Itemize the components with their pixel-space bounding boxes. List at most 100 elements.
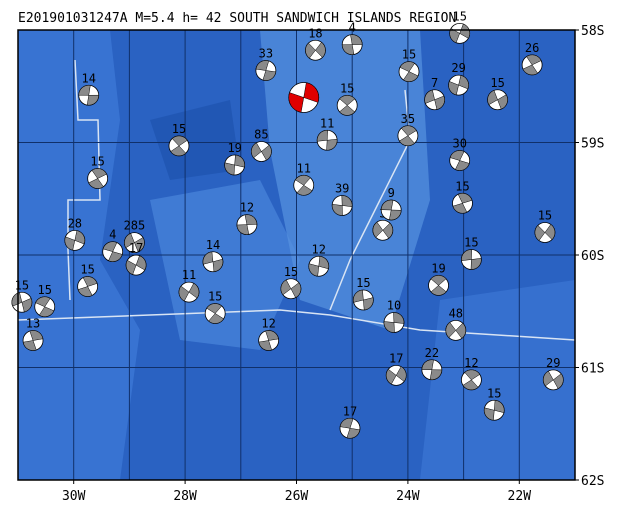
focal-mechanism <box>331 195 353 216</box>
depth-label: 12 <box>240 201 254 215</box>
focal-mechanism <box>352 289 374 311</box>
depth-label: 30 <box>452 137 466 151</box>
focal-mechanism <box>483 399 505 421</box>
compression-quadrant <box>383 312 405 333</box>
focal-mechanism <box>383 312 405 333</box>
focal-mechanism <box>202 251 224 273</box>
compression-quadrant <box>331 195 353 216</box>
focal-mechanism <box>452 192 473 214</box>
compression-quadrant <box>399 61 419 82</box>
compression-quadrant <box>424 89 445 110</box>
depth-label: 4 <box>349 21 356 35</box>
compression-quadrant <box>288 82 319 113</box>
depth-label: 12 <box>312 242 326 256</box>
depth-label: 15 <box>208 290 222 304</box>
focal-mechanism <box>341 34 363 56</box>
compression-quadrant <box>255 60 277 81</box>
focal-mechanism <box>445 319 467 341</box>
depth-label: 15 <box>452 9 466 23</box>
focal-mechanism <box>448 74 469 96</box>
depth-label: 15 <box>464 236 478 250</box>
depth-label: 39 <box>335 182 349 196</box>
depth-label: 15 <box>402 48 416 62</box>
focal-mechanism <box>542 369 564 391</box>
compression-quadrant <box>341 34 363 55</box>
compression-quadrant <box>280 279 302 298</box>
depth-label: 7 <box>431 76 438 90</box>
depth-label: 13 <box>26 317 40 331</box>
compression-quadrant <box>236 214 258 235</box>
depth-label: 10 <box>387 299 401 313</box>
depth-label: 35 <box>401 112 415 126</box>
events: 14 15 19 85 33 15 28 285 4 15 17 15 15 13 11 14 15 12 15 15… <box>11 9 564 439</box>
depth-label: 12 <box>464 356 478 370</box>
compression-quadrant <box>380 199 402 221</box>
focal-mechanism <box>236 214 258 236</box>
focal-mechanism <box>258 330 280 351</box>
compression-quadrant <box>124 233 145 253</box>
depth-label: 85 <box>254 128 268 142</box>
focal-mechanism <box>102 241 124 263</box>
focal-mechanism <box>288 82 320 113</box>
compression-quadrant <box>77 276 98 297</box>
focal-mechanism <box>168 135 190 157</box>
focal-mechanism <box>398 61 420 83</box>
compression-quadrant <box>385 366 407 385</box>
compression-quadrant <box>543 370 564 389</box>
compression-quadrant <box>295 175 313 196</box>
focal-mechanism <box>34 296 56 318</box>
focal-mechanism <box>293 174 315 196</box>
focal-mechanism <box>421 359 443 381</box>
focal-mechanism <box>22 330 44 351</box>
compression-quadrant <box>339 95 356 116</box>
focal-mechanism <box>380 199 402 221</box>
ticks: 30W 28W 26W 24W 22W 58S 59S 60S 61S 62S <box>62 24 605 504</box>
lat-tick-label: 58S <box>581 24 604 39</box>
depth-label: 48 <box>449 306 463 320</box>
depth-label: 26 <box>525 41 539 55</box>
focal-mechanism <box>11 291 33 313</box>
compression-quadrant <box>534 224 556 241</box>
focal-mechanism <box>204 303 226 324</box>
focal-mechanism <box>178 281 200 303</box>
focal-mechanism <box>78 84 100 106</box>
compression-quadrant <box>305 41 326 59</box>
depth-label: 17 <box>343 404 357 418</box>
focal-mechanism <box>280 278 302 300</box>
focal-mechanism <box>77 276 99 297</box>
depth-label: 15 <box>487 386 501 400</box>
focal-mechanism <box>372 219 394 241</box>
focal-mechanism <box>428 274 449 296</box>
focal-mechanism <box>449 22 471 44</box>
depth-label: 11 <box>182 268 196 282</box>
depth-label: 15 <box>356 276 370 290</box>
depth-label: 15 <box>340 81 354 95</box>
compression-quadrant <box>461 249 482 270</box>
depth-label: 11 <box>297 161 311 175</box>
focal-mechanism <box>397 125 419 147</box>
compression-quadrant <box>178 282 200 302</box>
compression-quadrant <box>22 330 44 351</box>
depth-label: 17 <box>389 351 403 365</box>
depth-label: 14 <box>206 238 220 252</box>
compression-quadrant <box>445 322 467 339</box>
compression-quadrant <box>487 90 508 110</box>
compression-quadrant <box>430 275 447 296</box>
focal-mechanism <box>255 60 277 81</box>
depth-label: 28 <box>68 216 82 230</box>
compression-quadrant <box>316 130 338 151</box>
focal-mechanism <box>305 39 326 61</box>
lon-tick-label: 28W <box>173 489 197 504</box>
focal-mechanism <box>460 249 482 270</box>
lon-tick-label: 30W <box>62 489 86 504</box>
focal-mechanism <box>339 417 361 439</box>
lon-tick-label: 24W <box>396 489 420 504</box>
compression-quadrant <box>462 369 481 391</box>
depth-label: 12 <box>261 317 275 331</box>
depth-label: 15 <box>455 179 469 193</box>
depth-label: 14 <box>82 71 96 85</box>
compression-quadrant <box>449 150 470 171</box>
focal-mechanism <box>316 129 338 151</box>
depth-label: 9 <box>388 186 395 200</box>
